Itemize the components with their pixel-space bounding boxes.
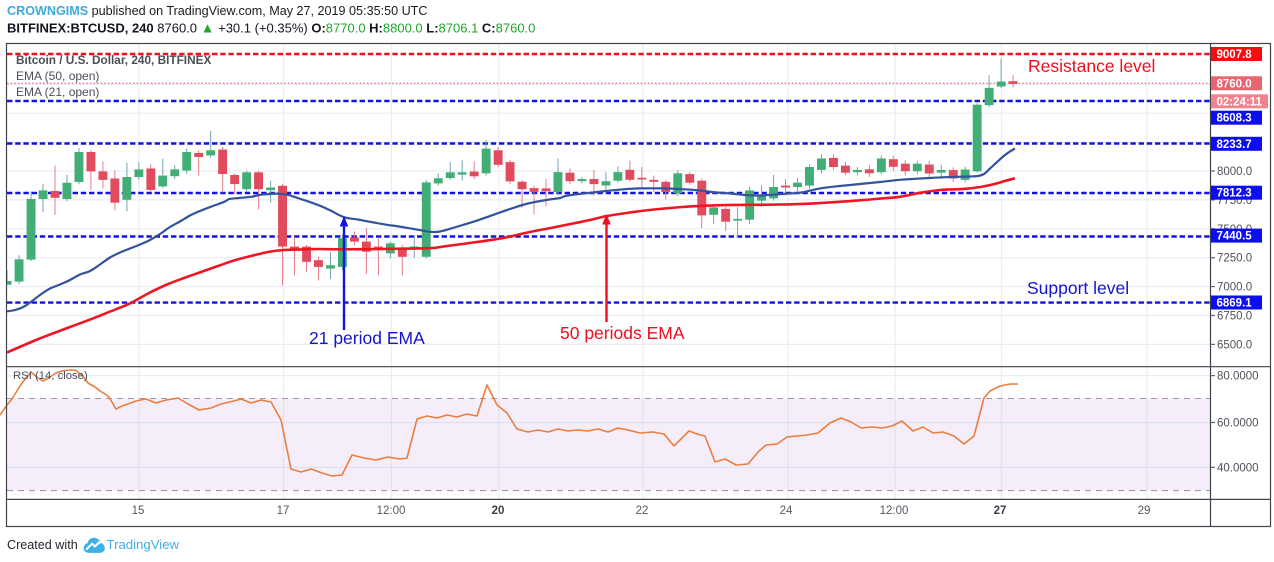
svg-text:Resistance level: Resistance level bbox=[1028, 56, 1155, 76]
svg-text:7440.5: 7440.5 bbox=[1217, 231, 1253, 243]
svg-text:Bitcoin / U.S. Dollar, 240, BI: Bitcoin / U.S. Dollar, 240, BITFINEX bbox=[16, 53, 211, 67]
svg-text:8000.0: 8000.0 bbox=[1217, 166, 1252, 178]
svg-text:EMA (21, open): EMA (21, open) bbox=[16, 85, 99, 99]
svg-text:9007.8: 9007.8 bbox=[1217, 49, 1253, 61]
svg-text:6500.0: 6500.0 bbox=[1217, 339, 1252, 351]
svg-text:50 periods EMA: 50 periods EMA bbox=[560, 323, 685, 343]
svg-text:CROWNGIMS published on Trading: CROWNGIMS published on TradingView.com, … bbox=[7, 4, 427, 18]
svg-text:RSI (14, close): RSI (14, close) bbox=[13, 370, 88, 382]
svg-text:EMA (50, open): EMA (50, open) bbox=[16, 69, 99, 83]
svg-text:6750.0: 6750.0 bbox=[1217, 311, 1252, 323]
svg-text:40.0000: 40.0000 bbox=[1217, 462, 1259, 474]
svg-text:21 period EMA: 21 period EMA bbox=[309, 328, 425, 348]
svg-text:80.0000: 80.0000 bbox=[1217, 371, 1259, 383]
svg-text:24: 24 bbox=[780, 505, 793, 517]
svg-text:Support level: Support level bbox=[1027, 278, 1129, 298]
svg-text:29: 29 bbox=[1138, 505, 1151, 517]
svg-text:8608.3: 8608.3 bbox=[1217, 113, 1252, 125]
svg-text:15: 15 bbox=[132, 505, 145, 517]
svg-text:17: 17 bbox=[277, 505, 290, 517]
svg-text:7812.3: 7812.3 bbox=[1217, 188, 1252, 200]
svg-text:12:00: 12:00 bbox=[377, 505, 406, 517]
svg-text:Created with: Created with bbox=[7, 538, 78, 552]
svg-text:8233.7: 8233.7 bbox=[1217, 139, 1252, 151]
svg-text:7250.0: 7250.0 bbox=[1217, 253, 1252, 265]
svg-text:TradingView: TradingView bbox=[107, 537, 180, 552]
svg-text:12:00: 12:00 bbox=[880, 505, 909, 517]
svg-text:8760.0: 8760.0 bbox=[1217, 78, 1252, 90]
svg-text:7000.0: 7000.0 bbox=[1217, 282, 1252, 294]
svg-text:27: 27 bbox=[994, 505, 1007, 517]
svg-text:60.0000: 60.0000 bbox=[1217, 418, 1259, 430]
svg-text:BITFINEX:BTCUSD, 240 8760.0 ▲: BITFINEX:BTCUSD, 240 8760.0 ▲ +30.1 (+0.… bbox=[7, 20, 535, 36]
svg-text:20: 20 bbox=[492, 505, 505, 517]
svg-text:02:24:11: 02:24:11 bbox=[1217, 96, 1263, 108]
svg-text:22: 22 bbox=[636, 505, 649, 517]
svg-text:6869.1: 6869.1 bbox=[1217, 298, 1253, 310]
